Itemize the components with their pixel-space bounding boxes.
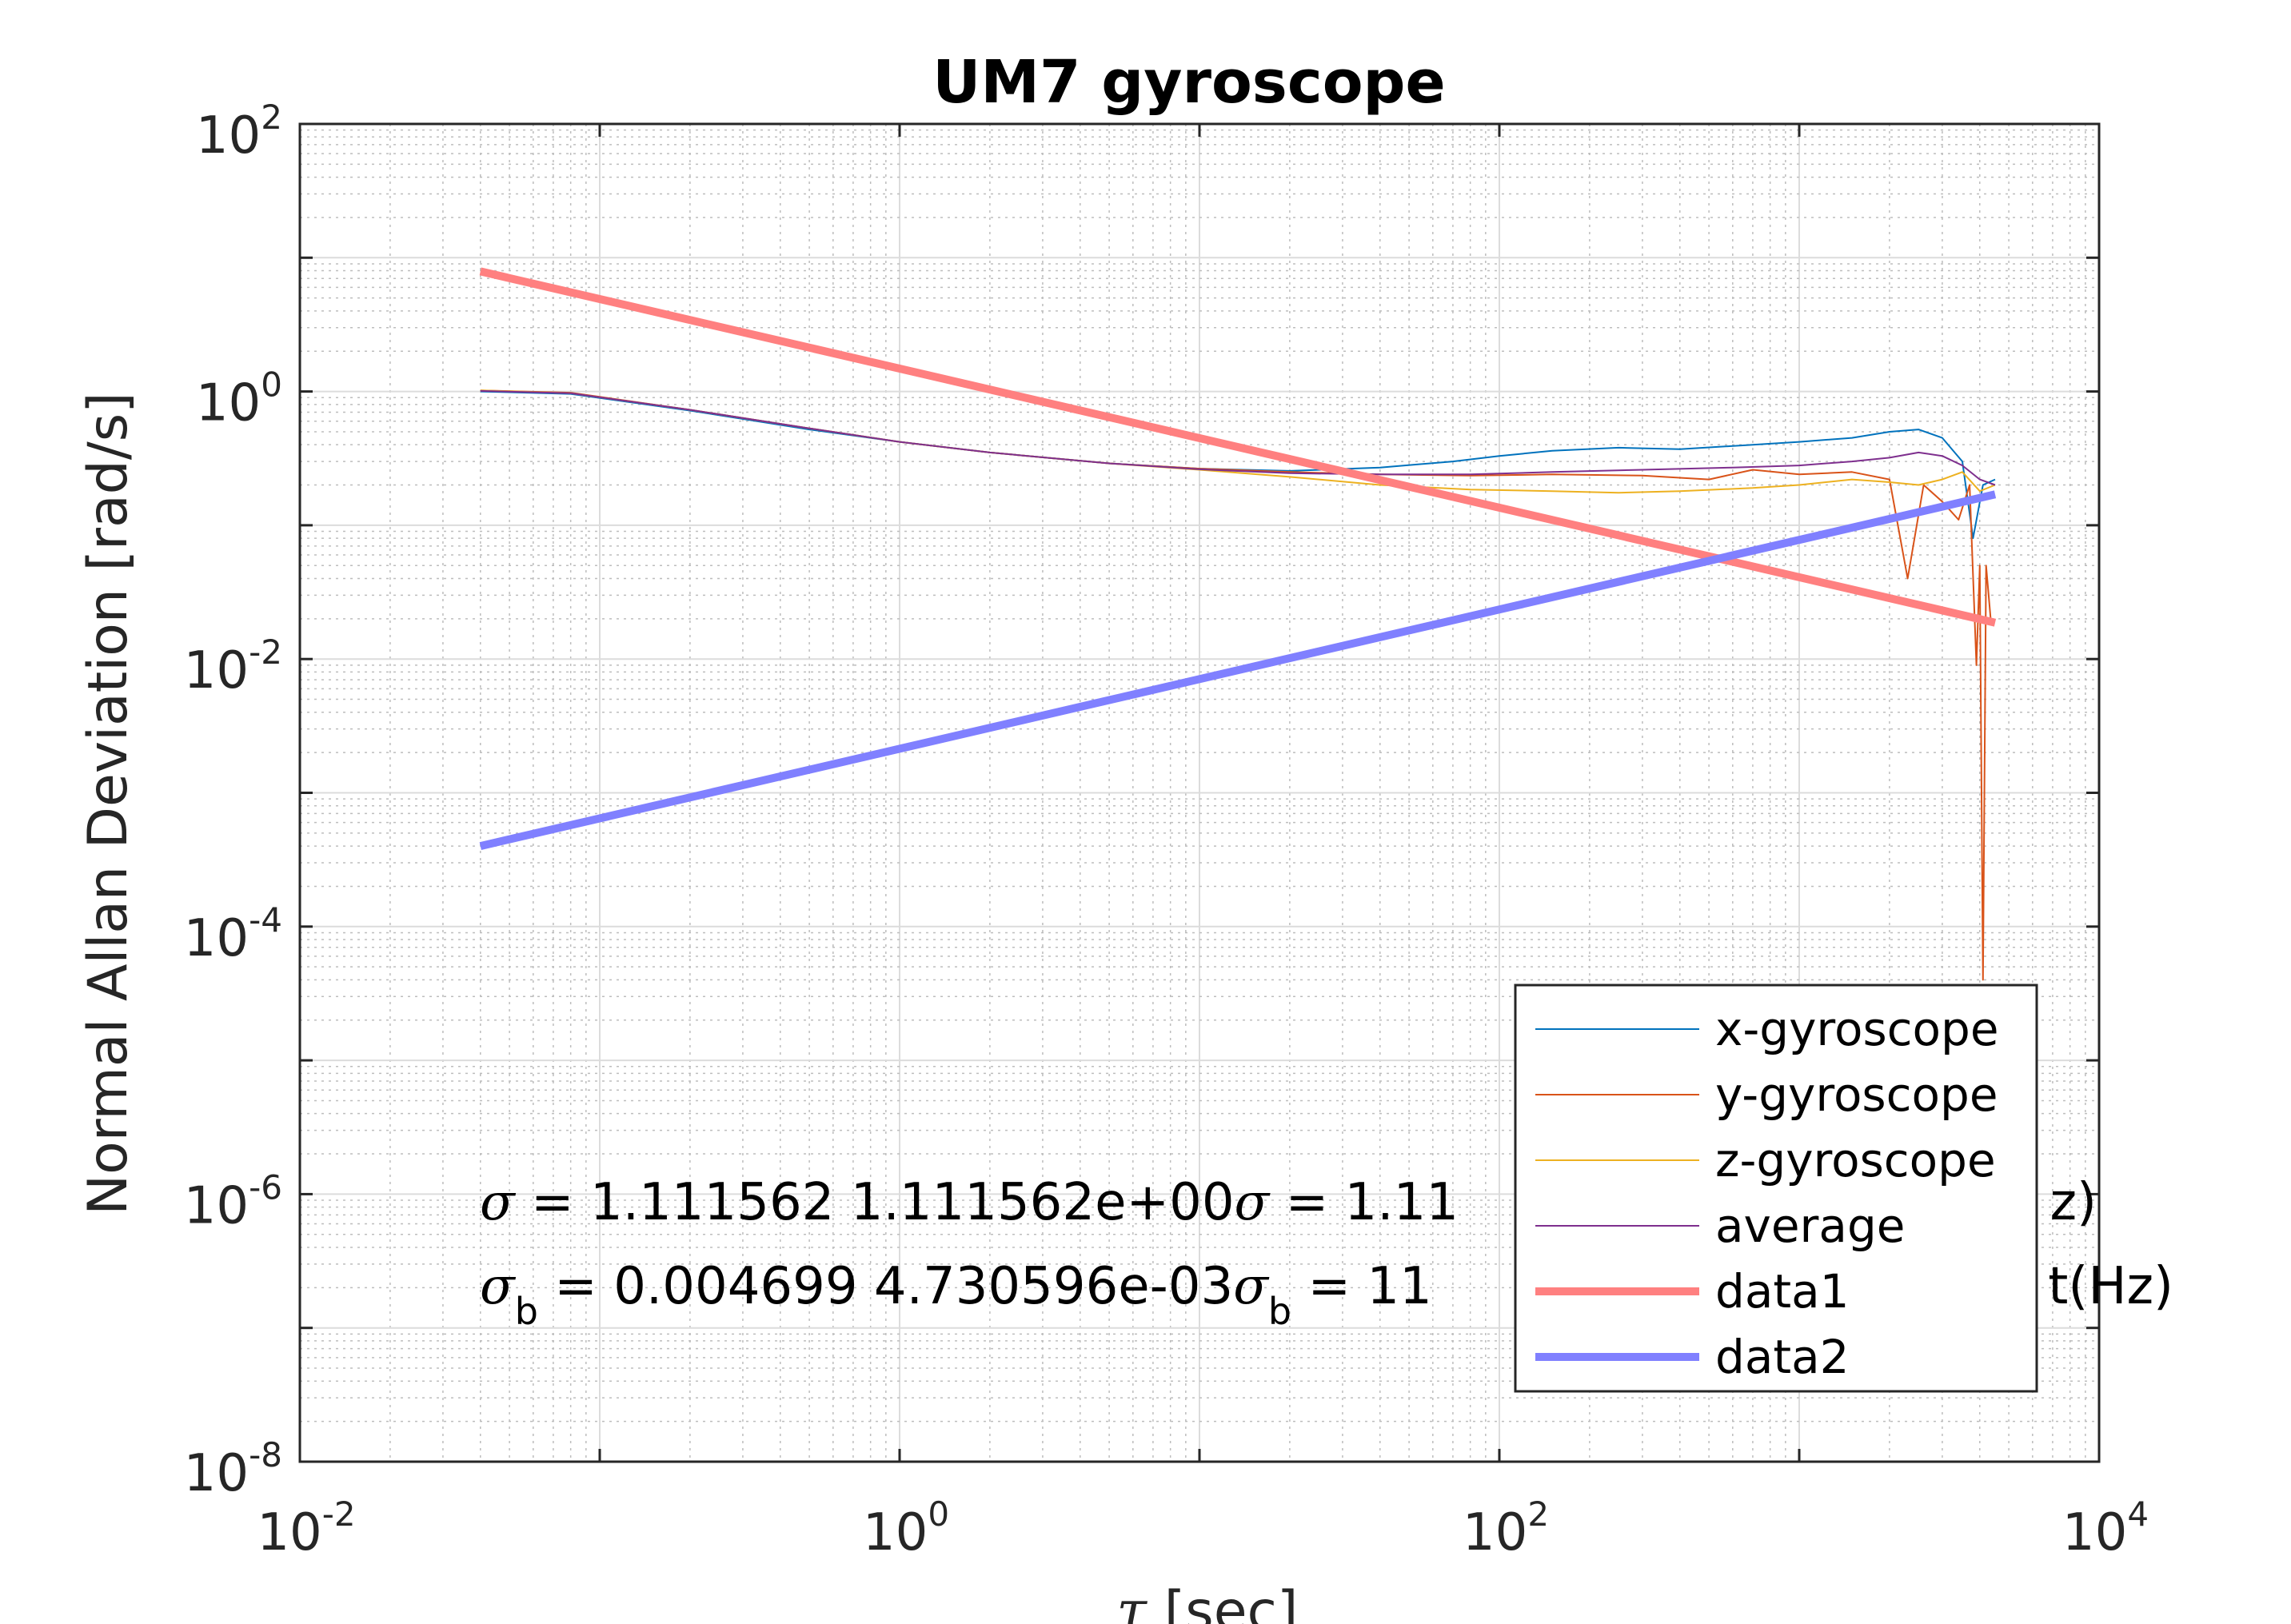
series-line-data1: [479, 267, 1997, 627]
legend-label-data2: data2: [1715, 1330, 1850, 1384]
y-tick-label: 102: [196, 98, 282, 166]
x-axis-label: τ [sec]: [1117, 1580, 1299, 1624]
y-tick-label: 10-4: [184, 900, 282, 968]
axis-ticks: 10-2 100 102 104 102 100 10-2 10-4 10-6 10-8: [184, 98, 2149, 1562]
fit-annotation-tail: z): [2050, 1173, 2097, 1232]
legend-label-x-gyroscope: x-gyroscope: [1715, 1002, 1999, 1056]
y-tick-label: 10-6: [184, 1167, 282, 1235]
series-line-data2: [479, 490, 1997, 850]
fit-annotation-tail: t(Hz): [2048, 1257, 2173, 1316]
x-tick-label: 102: [1463, 1494, 1549, 1562]
legend-label-data1: data1: [1715, 1264, 1850, 1319]
fit-annotations: σ = 1.111562 1.111562e+00σ = 1.11 z) σb = …: [480, 1173, 2173, 1333]
y-tick-label: 100: [196, 365, 282, 433]
x-tick-label: 10-2: [257, 1494, 355, 1562]
series-layer: [479, 267, 1997, 981]
y-axis-label: Normal Allan Deviation [rad/s]: [77, 392, 140, 1215]
legend-box: [1514, 984, 2038, 1393]
legend: x-gyroscope y-gyroscope z-gyroscope average…: [1514, 984, 2038, 1393]
fit-annotation-line: σb = 0.004699 4.730596e-03σb = 11: [480, 1257, 1432, 1333]
legend-label-z-gyroscope: z-gyroscope: [1715, 1133, 1996, 1187]
fit-annotation-line: σ = 1.111562 1.111562e+00σ = 1.11: [480, 1173, 1459, 1232]
x-tick-label: 104: [2062, 1494, 2149, 1562]
x-tick-label: 100: [863, 1494, 949, 1562]
chart-title: UM7 gyroscope: [932, 48, 1445, 117]
legend-label-y-gyroscope: y-gyroscope: [1715, 1067, 1998, 1122]
y-tick-label: 10-2: [184, 632, 282, 700]
y-tick-label: 10-8: [184, 1435, 282, 1503]
series-line-average: [480, 389, 1996, 486]
legend-label-average: average: [1715, 1199, 1905, 1253]
